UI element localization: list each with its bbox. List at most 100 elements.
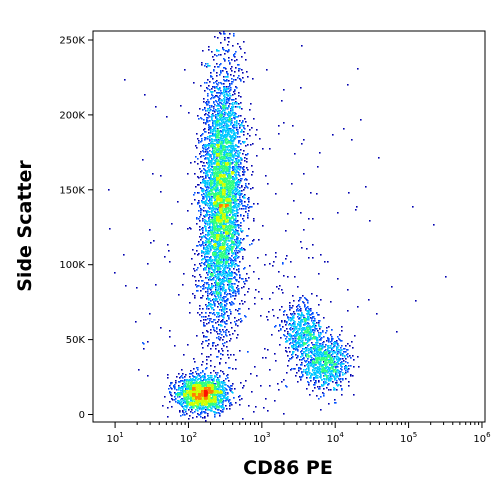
event-point (345, 370, 347, 372)
event-point (226, 244, 228, 246)
event-point (323, 382, 325, 384)
event-point (220, 42, 222, 44)
event-point (253, 203, 255, 205)
event-point (219, 375, 221, 377)
event-point (250, 103, 252, 105)
event-point (211, 408, 213, 410)
event-point (182, 380, 184, 382)
event-point (224, 238, 226, 240)
event-point (232, 206, 234, 208)
event-point (236, 264, 238, 266)
event-point (167, 244, 169, 246)
event-point (224, 89, 226, 91)
event-point (298, 368, 300, 370)
event-point (212, 151, 214, 153)
event-point (217, 396, 219, 398)
event-point (214, 376, 216, 378)
event-point (250, 144, 252, 146)
event-point (247, 217, 249, 219)
event-point (227, 192, 229, 194)
event-point (216, 248, 218, 250)
event-point (245, 121, 247, 123)
event-point (305, 338, 307, 340)
event-point (300, 332, 302, 334)
event-point (215, 109, 217, 111)
event-point (203, 316, 205, 318)
event-point (291, 335, 293, 337)
event-point (278, 389, 280, 391)
event-point (315, 374, 317, 376)
event-point (201, 259, 203, 261)
event-point (219, 291, 221, 293)
event-point (318, 304, 320, 306)
event-point (203, 248, 205, 250)
event-point (293, 315, 295, 317)
event-point (197, 176, 199, 178)
event-point (229, 286, 231, 288)
event-point (181, 369, 183, 371)
event-point (320, 326, 322, 328)
event-point (236, 207, 238, 209)
event-point (205, 144, 207, 146)
event-point (242, 205, 244, 207)
event-point (308, 338, 310, 340)
event-point (306, 319, 308, 321)
event-point (301, 315, 303, 317)
event-point (231, 108, 233, 110)
event-point (213, 101, 215, 103)
event-point (243, 248, 245, 250)
event-point (295, 375, 297, 377)
event-point (206, 340, 208, 342)
event-point (211, 208, 213, 210)
event-point (220, 337, 222, 339)
event-point (298, 310, 300, 312)
event-point (291, 368, 293, 370)
event-point (228, 367, 230, 369)
event-point (238, 268, 240, 270)
event-point (226, 408, 228, 410)
event-point (326, 379, 328, 381)
event-point (205, 409, 207, 411)
event-point (215, 296, 217, 298)
event-point (204, 114, 206, 116)
event-point (218, 240, 220, 242)
event-point (209, 304, 211, 306)
event-point (206, 252, 208, 254)
event-point (215, 268, 217, 270)
event-point (207, 214, 209, 216)
event-point (210, 229, 212, 231)
event-point (220, 147, 222, 149)
event-point (209, 178, 211, 180)
event-point (233, 244, 235, 246)
event-point (231, 192, 233, 194)
event-point (229, 115, 231, 117)
event-point (189, 379, 191, 381)
event-point (342, 354, 344, 356)
event-point (231, 237, 233, 239)
event-point (220, 232, 222, 234)
event-point (327, 370, 329, 372)
event-point (294, 276, 296, 278)
event-point (289, 339, 291, 341)
event-point (209, 165, 211, 167)
event-point (247, 213, 249, 215)
event-point (221, 226, 223, 228)
event-point (238, 233, 240, 235)
event-point (235, 135, 237, 137)
event-point (326, 387, 328, 389)
event-point (223, 122, 225, 124)
event-point (201, 188, 203, 190)
event-point (210, 375, 212, 377)
event-point (204, 376, 206, 378)
event-point (226, 72, 228, 74)
event-point (328, 389, 330, 391)
event-point (220, 227, 222, 229)
event-point (221, 259, 223, 261)
event-point (288, 360, 290, 362)
event-point (216, 271, 218, 273)
event-point (123, 254, 125, 256)
event-point (190, 228, 192, 230)
event-point (231, 391, 233, 393)
event-point (204, 412, 206, 414)
event-point (246, 154, 248, 156)
